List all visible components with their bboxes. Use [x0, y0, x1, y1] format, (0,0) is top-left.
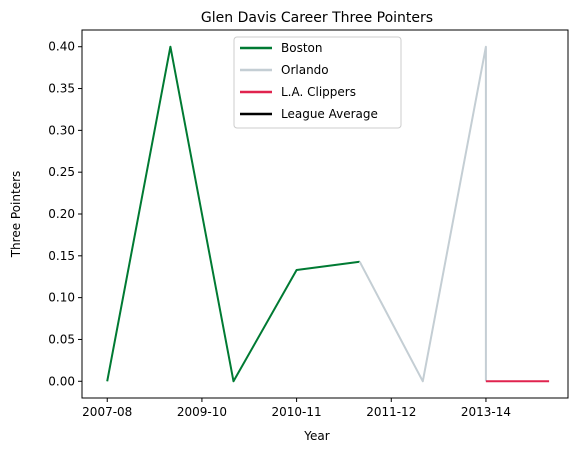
y-tick-label: 0.15 [48, 249, 75, 263]
legend-label-l-a-clippers: L.A. Clippers [281, 85, 356, 99]
legend-label-orlando: Orlando [281, 63, 329, 77]
x-axis-ticks: 2007-08 2009-10 2010-11 2011-12 2013-14 [82, 398, 511, 419]
y-tick-label: 0.30 [48, 123, 75, 137]
y-tick-label: 0.35 [48, 82, 75, 96]
legend: Boston Orlando L.A. Clippers League Average [233, 36, 402, 129]
x-tick-label: 2010-11 [272, 405, 322, 419]
y-axis-ticks: 0.00 0.05 0.10 0.15 0.20 0.25 0.30 0.35 0.40 [48, 40, 82, 388]
series-line-orlando [358, 45, 487, 383]
x-tick-label: 2011-12 [366, 405, 416, 419]
legend-label-boston: Boston [281, 41, 322, 55]
x-axis-label: Year [303, 429, 329, 443]
y-tick-label: 0.20 [48, 207, 75, 221]
x-tick-label: 2013-14 [461, 405, 511, 419]
y-tick-label: 0.00 [48, 374, 75, 388]
y-tick-label: 0.10 [48, 291, 75, 305]
y-axis-label: Three Pointers [9, 171, 23, 259]
x-tick-label: 2007-08 [82, 405, 132, 419]
legend-box [233, 36, 402, 129]
plot-frame [81, 29, 569, 399]
chart-title: Glen Davis Career Three Pointers [201, 10, 433, 26]
legend-label-league-average: League Average [281, 107, 378, 121]
plot-lines [106, 45, 550, 383]
y-tick-label: 0.05 [48, 332, 75, 346]
y-tick-label: 0.40 [48, 40, 75, 54]
y-tick-label: 0.25 [48, 165, 75, 179]
x-tick-label: 2009-10 [177, 405, 227, 419]
series-line-boston [106, 45, 360, 383]
